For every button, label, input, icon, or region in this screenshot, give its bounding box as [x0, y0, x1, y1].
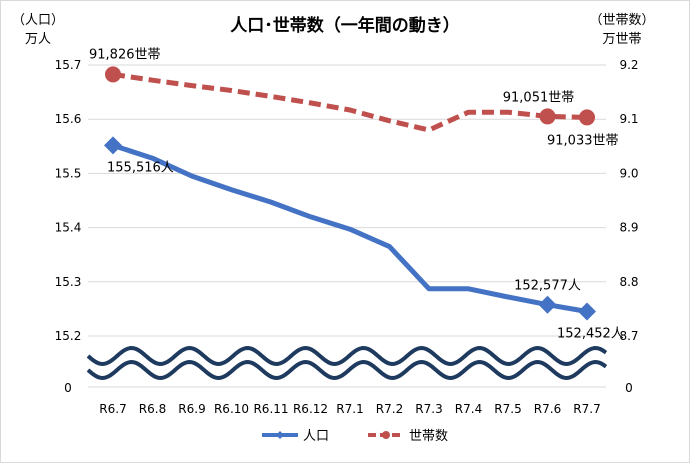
legend-marker	[382, 431, 390, 439]
right-tick-label: 8.7	[619, 329, 638, 343]
data-point-marker	[538, 295, 557, 314]
data-label: 91,051世帯	[503, 90, 575, 105]
chart-title: 人口･世帯数（一年間の動き）	[230, 15, 460, 36]
category-label: R7.2	[376, 402, 403, 416]
data-point-marker	[539, 108, 556, 125]
axis-break-wave	[86, 359, 608, 381]
data-label: 152,452人	[557, 327, 624, 342]
legend: 人口 世帯数	[262, 429, 448, 444]
left-tick-label: 15.6	[55, 112, 82, 126]
axis-ticks: 15.215.315.415.515.615.78.78.88.99.09.19…	[55, 58, 639, 416]
right-zero-label: 0	[625, 381, 633, 395]
data-point-marker	[105, 66, 121, 83]
left-tick-label: 15.4	[55, 221, 82, 235]
data-annotations: 155,516人 152,577人 152,452人 91,826世帯 91,051世帯…	[89, 47, 624, 341]
right-axis-label-unit: 万世帯	[602, 32, 641, 47]
axis-break-wave	[86, 345, 608, 367]
left-axis-label-top: （人口）	[12, 13, 64, 28]
right-tick-label: 9.0	[619, 166, 638, 180]
left-zero-label: 0	[64, 381, 72, 395]
left-tick-label: 15.3	[55, 275, 82, 289]
left-tick-label: 15.2	[55, 329, 82, 343]
right-tick-label: 9.1	[619, 112, 638, 126]
category-label: R6.10	[214, 402, 249, 416]
category-label: R7.5	[494, 402, 521, 416]
series-line-1	[112, 71, 588, 133]
category-label: R6.7	[99, 402, 126, 416]
data-label: 91,826世帯	[89, 47, 161, 62]
category-label: R7.7	[573, 402, 600, 416]
legend-marker	[276, 431, 284, 439]
axis-break	[86, 345, 608, 381]
category-label: R7.1	[336, 402, 363, 416]
data-label: 152,577人	[514, 279, 581, 294]
data-point-marker	[579, 109, 595, 126]
series-lines	[104, 66, 596, 321]
left-tick-label: 15.5	[55, 166, 82, 180]
category-label: R6.11	[253, 402, 288, 416]
right-axis-label-top: （世帯数）	[589, 13, 654, 28]
category-label: R6.12	[293, 402, 328, 416]
data-point-marker	[104, 136, 122, 155]
category-label: R7.6	[534, 402, 561, 416]
right-tick-label: 9.2	[619, 58, 638, 72]
category-label: R6.9	[178, 402, 205, 416]
category-label: R7.3	[415, 402, 442, 416]
series-line-0	[112, 143, 588, 314]
category-label: R7.4	[455, 402, 482, 416]
left-axis-label-unit: 万人	[25, 32, 51, 47]
right-tick-label: 8.8	[619, 275, 638, 289]
legend-label: 世帯数	[409, 429, 448, 444]
data-point-marker	[578, 302, 596, 321]
left-tick-label: 15.7	[55, 58, 82, 72]
right-tick-label: 8.9	[619, 221, 638, 235]
data-label: 155,516人	[107, 160, 174, 175]
category-label: R6.8	[139, 402, 166, 416]
legend-label: 人口	[303, 429, 329, 444]
data-label: 91,033世帯	[547, 133, 619, 148]
